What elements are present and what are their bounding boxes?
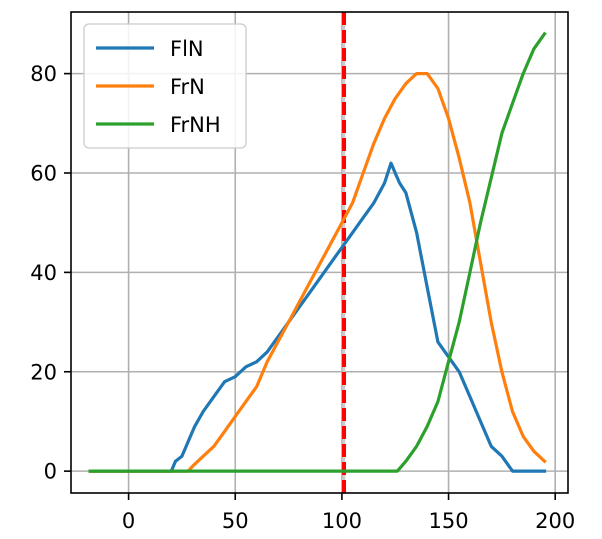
x-tick-label: 200 bbox=[535, 509, 575, 533]
legend-label-frnh: FrNH bbox=[170, 113, 221, 137]
series-line-fln bbox=[88, 161, 547, 473]
y-tick-label: 20 bbox=[30, 360, 57, 384]
y-tick-label: 40 bbox=[30, 261, 57, 285]
series-line-frn bbox=[88, 71, 547, 473]
x-tick-label: 50 bbox=[222, 509, 249, 533]
legend-box bbox=[83, 23, 247, 149]
axis-ticks: 0 50 100 150 200 0 20 40 60 80 bbox=[30, 62, 575, 533]
legend-label-frn: FrN bbox=[170, 75, 205, 99]
series-line-frnh bbox=[88, 31, 547, 473]
series-layer bbox=[88, 31, 547, 473]
plot-frame bbox=[70, 11, 569, 494]
legend: FlN FrN FrNH bbox=[83, 23, 247, 149]
x-tick-label: 100 bbox=[322, 509, 362, 533]
x-tick-label: 0 bbox=[122, 509, 135, 533]
legend-label-fln: FlN bbox=[170, 37, 204, 61]
x-tick-label: 150 bbox=[429, 509, 469, 533]
y-tick-label: 0 bbox=[44, 460, 57, 484]
y-tick-label: 80 bbox=[30, 62, 57, 86]
y-tick-label: 60 bbox=[30, 161, 57, 185]
